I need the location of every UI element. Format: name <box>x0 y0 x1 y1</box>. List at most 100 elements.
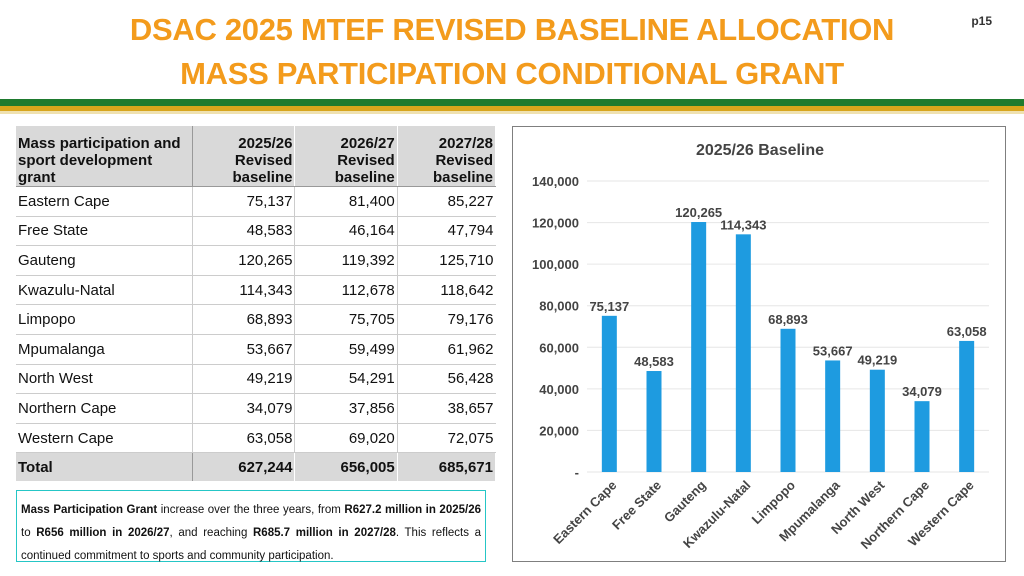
bar <box>601 315 617 472</box>
total-value: 627,244 <box>192 452 296 482</box>
value-cell: 85,227 <box>397 186 496 217</box>
value-cell: 125,710 <box>397 245 496 276</box>
note-bold-grant: Mass Participation Grant <box>21 504 158 516</box>
table-row: Gauteng 120,265 119,392 125,710 <box>16 245 496 276</box>
total-value: 685,671 <box>397 452 497 482</box>
bar <box>646 371 662 472</box>
y-tick-label: 100,000 <box>532 257 579 272</box>
header-grant: Mass participation and sport development… <box>16 126 194 187</box>
note-text: , and reaching <box>169 527 253 539</box>
province-cell: Western Cape <box>16 423 194 454</box>
value-cell: 49,219 <box>192 364 296 395</box>
table-row: Free State 48,583 46,164 47,794 <box>16 216 496 247</box>
title-line-1: DSAC 2025 MTEF REVISED BASELINE ALLOCATI… <box>129 12 895 47</box>
y-tick-label: 120,000 <box>532 216 579 231</box>
value-cell: 75,137 <box>192 186 296 217</box>
province-cell: Mpumalanga <box>16 334 194 365</box>
table-total-row: Total 627,244 656,005 685,671 <box>16 452 497 482</box>
table-row: Eastern Cape 75,137 81,400 85,227 <box>16 186 496 217</box>
value-cell: 46,164 <box>294 216 398 247</box>
data-label: 34,079 <box>902 384 942 399</box>
chart-title: 2025/26 Baseline <box>696 142 824 159</box>
value-cell: 112,678 <box>294 275 398 306</box>
header-stripe-gold <box>0 106 1024 111</box>
value-cell: 119,392 <box>294 245 398 276</box>
value-cell: 56,428 <box>397 364 496 395</box>
total-value: 656,005 <box>294 452 398 482</box>
table-row: Kwazulu-Natal 114,343 112,678 118,642 <box>16 275 496 306</box>
bar <box>914 401 930 472</box>
note-bold-2025: R627.2 million in 2025/26 <box>344 504 482 516</box>
data-label: 53,667 <box>813 343 853 358</box>
note-text: increase over the three years, from <box>157 504 345 516</box>
table-row: Western Cape 63,058 69,020 72,075 <box>16 423 496 454</box>
y-tick-label: 40,000 <box>539 382 579 397</box>
header-stripe-green <box>0 99 1024 106</box>
province-cell: Eastern Cape <box>16 186 194 217</box>
y-tick-label: 80,000 <box>539 299 579 314</box>
header-stripe-light <box>0 111 1024 114</box>
province-cell: Gauteng <box>16 245 194 276</box>
data-label: 75,137 <box>589 299 629 314</box>
x-tick-label: Free State <box>609 478 664 533</box>
value-cell: 48,583 <box>192 216 296 247</box>
province-cell: North West <box>16 364 194 395</box>
header-2025-26: 2025/26 Revised baseline <box>192 126 296 187</box>
data-label: 49,219 <box>857 353 897 368</box>
value-cell: 47,794 <box>397 216 496 247</box>
note-text: . This reflects a continued commitment t… <box>21 527 482 562</box>
table-row: Northern Cape 34,079 37,856 38,657 <box>16 393 496 424</box>
value-cell: 72,075 <box>397 423 496 454</box>
data-label: 68,893 <box>768 312 808 327</box>
page-number: p15 <box>971 14 992 28</box>
value-cell: 61,962 <box>397 334 496 365</box>
bar <box>691 222 707 472</box>
data-label: 120,265 <box>675 205 722 220</box>
value-cell: 81,400 <box>294 186 398 217</box>
table-row: Limpopo 68,893 75,705 79,176 <box>16 304 496 335</box>
bar-chart-svg: 2025/26 Baseline - 20,000 40,000 60,000 80,0… <box>532 142 989 552</box>
province-cell: Kwazulu-Natal <box>16 275 194 306</box>
value-cell: 75,705 <box>294 304 398 335</box>
title-line-2: MASS PARTICIPATION CONDITIONAL GRANT <box>180 56 844 91</box>
allocation-table: Mass participation and sport development… <box>16 126 497 482</box>
value-cell: 79,176 <box>397 304 496 335</box>
y-tick-label: - <box>575 465 579 480</box>
note-bold-2026: R656 million in 2026/27 <box>36 527 170 539</box>
note-bold-2027: R685.7 million in 2027/28 <box>253 527 396 539</box>
value-cell: 63,058 <box>192 423 296 454</box>
value-cell: 53,667 <box>192 334 296 365</box>
value-cell: 114,343 <box>192 275 296 306</box>
data-label: 114,343 <box>720 217 766 232</box>
province-cell: Limpopo <box>16 304 194 335</box>
table-row: North West 49,219 54,291 56,428 <box>16 364 496 395</box>
value-cell: 54,291 <box>294 364 398 395</box>
x-tick-label: Eastern Cape <box>550 478 619 547</box>
data-label: 63,058 <box>947 324 987 339</box>
value-cell: 69,020 <box>294 423 398 454</box>
page-title: DSAC 2025 MTEF REVISED BASELINE ALLOCATI… <box>0 8 1024 96</box>
value-cell: 59,499 <box>294 334 398 365</box>
value-cell: 118,642 <box>397 275 496 306</box>
value-cell: 120,265 <box>192 245 296 276</box>
table-row: Mpumalanga 53,667 59,499 61,962 <box>16 334 496 365</box>
bar <box>735 234 751 472</box>
note-text: to <box>21 527 37 539</box>
table-header-row: Mass participation and sport development… <box>16 126 497 187</box>
header-2026-27: 2026/27 Revised baseline <box>294 126 398 187</box>
value-cell: 38,657 <box>397 393 496 424</box>
province-cell: Northern Cape <box>16 393 194 424</box>
bar <box>959 340 975 472</box>
y-tick-label: 140,000 <box>532 174 579 189</box>
summary-note: Mass Participation Grant increase over t… <box>16 490 486 562</box>
bar <box>869 369 885 472</box>
bar <box>780 328 796 472</box>
value-cell: 68,893 <box>192 304 296 335</box>
bar <box>825 360 841 472</box>
value-cell: 37,856 <box>294 393 398 424</box>
value-cell: 34,079 <box>192 393 296 424</box>
baseline-chart: 2025/26 Baseline - 20,000 40,000 60,000 80,0… <box>512 126 1006 562</box>
total-label: Total <box>16 452 194 482</box>
y-tick-label: 20,000 <box>539 423 579 438</box>
y-tick-label: 60,000 <box>539 340 579 355</box>
